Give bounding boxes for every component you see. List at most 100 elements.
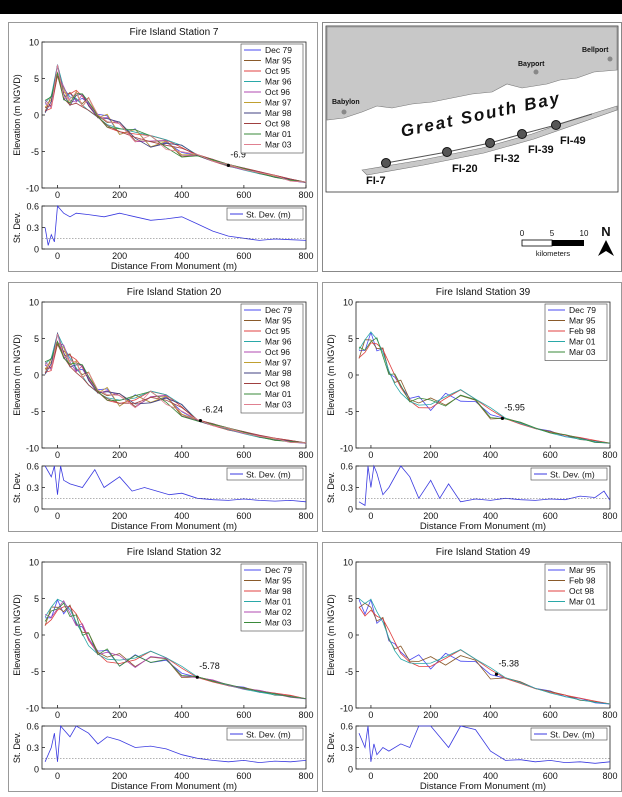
- sd-y-tick-label: 0: [348, 505, 353, 515]
- sd-x-tick-label: 400: [174, 251, 189, 261]
- legend-entry: Mar 95: [569, 565, 596, 575]
- legend-entry: Mar 01: [265, 129, 292, 139]
- y-tick-label: 0: [348, 631, 353, 641]
- scalebar-tick-label: 0: [520, 229, 525, 238]
- chart-panel-station-32: Fire Island Station 32 -10 -5 0 5 10 0 200 400 60…: [8, 542, 318, 792]
- legend-entry: Oct 96: [265, 347, 290, 357]
- sd-y-tick-label: 0.6: [26, 462, 39, 472]
- series-line-5: [44, 602, 307, 699]
- y-tick-label: 0: [34, 631, 39, 641]
- x-axis-label: Distance From Monument (m): [111, 781, 237, 792]
- sd-x-tick-label: 600: [236, 251, 251, 261]
- x-tick-label: 800: [602, 450, 617, 460]
- sd-x-tick-label: 400: [483, 771, 498, 781]
- x-tick-label: 0: [368, 710, 373, 720]
- north-arrow-icon: [598, 240, 614, 256]
- x-tick-label: 800: [298, 450, 313, 460]
- sd-x-tick-label: 600: [236, 771, 251, 781]
- y-tick-label: -5: [345, 407, 353, 417]
- sd-line: [44, 205, 307, 246]
- y-tick-label: 10: [343, 558, 353, 568]
- town-label: Babylon: [332, 99, 360, 106]
- annotation-marker: [226, 163, 230, 167]
- sd-x-tick-label: 0: [55, 771, 60, 781]
- legend-entry: Dec 79: [265, 305, 292, 315]
- legend-entry: Mar 02: [265, 607, 292, 617]
- legend-box: [240, 43, 304, 154]
- y-tick-label: 10: [29, 558, 39, 568]
- legend-box: [240, 563, 304, 632]
- legend-entry: Mar 97: [265, 358, 292, 368]
- y-tick-label: 0: [348, 371, 353, 381]
- chart-title: Fire Island Station 7: [130, 27, 219, 38]
- station-marker: [381, 158, 391, 168]
- sd-legend-label: St. Dev. (m): [550, 730, 595, 740]
- sd-x-tick-label: 600: [236, 511, 251, 521]
- sd-x-tick-label: 0: [368, 511, 373, 521]
- series-line-7: [44, 75, 307, 183]
- legend-entry: Mar 95: [265, 576, 292, 586]
- scalebar-black: [552, 240, 584, 246]
- legend-entry: Oct 95: [265, 66, 290, 76]
- x-tick-label: 0: [55, 450, 60, 460]
- sd-y-tick-label: 0: [34, 505, 39, 515]
- x-tick-label: 800: [298, 190, 313, 200]
- series-line-9: [44, 64, 307, 183]
- chart-svg: Fire Island Station 7 -10 -5 0 5 10 0 200 400 600…: [8, 22, 318, 272]
- x-axis-label: Distance From Monument (m): [111, 521, 237, 532]
- sd-y-tick-label: 0.3: [340, 743, 353, 753]
- top-black-bar: [0, 0, 622, 14]
- station-marker: [551, 120, 561, 130]
- legend-entry: Dec 79: [265, 565, 292, 575]
- x-tick-label: 200: [112, 190, 127, 200]
- annotation-marker: [494, 672, 499, 676]
- sd-x-tick-label: 0: [55, 511, 60, 521]
- x-tick-label: 0: [55, 710, 60, 720]
- annotation-label: -6.9: [230, 149, 246, 159]
- sd-y-tick-label: 0.6: [340, 462, 353, 472]
- station-marker: [485, 138, 495, 148]
- legend-entry: Oct 95: [265, 326, 290, 336]
- scalebar-tick-label: 10: [580, 229, 589, 238]
- y-tick-label: -5: [31, 407, 39, 417]
- legend-entry: Mar 01: [569, 597, 596, 607]
- town-label: Bayport: [518, 61, 545, 68]
- y-tick-label: -5: [31, 667, 39, 677]
- sd-legend-label: St. Dev. (m): [246, 470, 291, 480]
- sd-legend-label: St. Dev. (m): [550, 470, 595, 480]
- station-label: FI-49: [560, 135, 586, 147]
- x-tick-label: 600: [236, 710, 251, 720]
- legend-entry: Dec 79: [265, 45, 292, 55]
- y-tick-label: 10: [343, 298, 353, 308]
- annotation-label: -5.78: [199, 661, 220, 671]
- legend-entry: Mar 98: [265, 368, 292, 378]
- legend-entry: Dec 79: [569, 305, 596, 315]
- annotation-label: -6.24: [202, 405, 223, 415]
- legend-entry: Oct 98: [265, 119, 290, 129]
- legend-entry: Mar 95: [569, 316, 596, 326]
- sd-y-axis-label: St. Dev.: [12, 732, 22, 763]
- y-axis-label: Elevation (m NGVD): [326, 594, 336, 676]
- y-axis-label: Elevation (m NGVD): [326, 334, 336, 416]
- x-tick-label: 600: [236, 190, 251, 200]
- y-tick-label: -10: [26, 444, 39, 454]
- legend-entry: Feb 98: [569, 576, 596, 586]
- legend-box: [544, 563, 608, 611]
- sd-y-axis-label: St. Dev.: [326, 472, 336, 503]
- sd-x-tick-label: 200: [423, 771, 438, 781]
- sd-x-tick-label: 800: [298, 511, 313, 521]
- sd-x-tick-label: 800: [298, 251, 313, 261]
- y-tick-label: 5: [348, 594, 353, 604]
- x-tick-label: 200: [112, 710, 127, 720]
- chart-svg: Fire Island Station 49 -10 -5 0 5 10 0 200 400 60…: [322, 542, 622, 792]
- sd-x-tick-label: 400: [174, 771, 189, 781]
- x-tick-label: 800: [298, 710, 313, 720]
- sd-legend-box: [226, 207, 304, 221]
- station-marker: [442, 147, 452, 157]
- series-line-3: [358, 598, 611, 705]
- legend-entry: Mar 97: [265, 98, 292, 108]
- x-tick-label: 400: [174, 190, 189, 200]
- fire-island: [361, 105, 618, 176]
- y-tick-label: 5: [34, 74, 39, 84]
- legend-entry: Mar 96: [265, 337, 292, 347]
